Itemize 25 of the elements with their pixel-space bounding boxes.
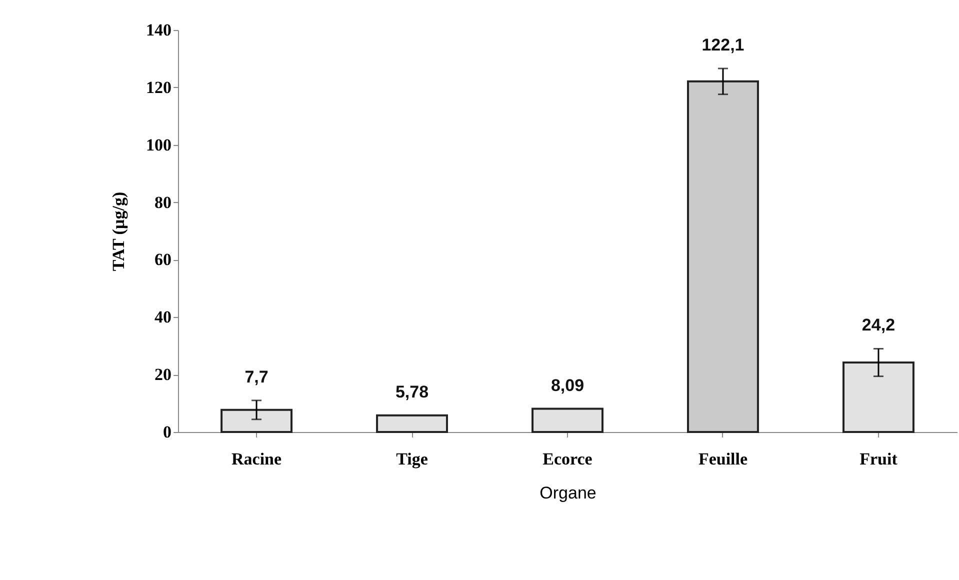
x-tick-label: Tige — [396, 450, 428, 468]
data-label: 7,7 — [244, 367, 268, 386]
y-axis-title: TAT (µg/g) — [109, 192, 128, 272]
data-label: 24,2 — [862, 316, 896, 335]
x-tick-label: Fruit — [860, 450, 898, 468]
x-tick-label: Ecorce — [542, 450, 593, 468]
x-axis-title: Organe — [540, 484, 596, 502]
data-label: 8,09 — [550, 376, 584, 395]
data-label: 122,1 — [702, 35, 744, 54]
data-label: 5,78 — [395, 382, 429, 402]
y-tick-label: 80 — [154, 192, 172, 212]
x-tick-label: Racine — [232, 450, 282, 468]
y-tick-label: 60 — [154, 250, 172, 270]
y-tick-label: 20 — [154, 365, 172, 384]
x-tick-label: Feuille — [698, 450, 748, 468]
bar — [532, 408, 604, 433]
y-tick-label: 40 — [154, 308, 172, 327]
y-tick-label: 140 — [146, 20, 172, 40]
bar — [842, 362, 914, 433]
bar — [220, 408, 293, 433]
y-tick-label: 0 — [163, 422, 172, 442]
y-tick-label: 120 — [146, 78, 172, 97]
y-tick-label: 100 — [146, 135, 172, 154]
bar — [376, 414, 448, 433]
bar — [687, 80, 759, 433]
